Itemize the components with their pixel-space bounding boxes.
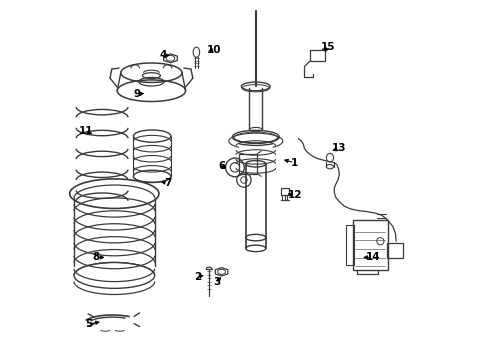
Text: 7: 7 xyxy=(164,178,171,188)
Text: 2: 2 xyxy=(194,272,201,282)
Text: 13: 13 xyxy=(331,143,346,153)
Bar xyxy=(310,50,325,61)
Bar xyxy=(239,154,257,174)
Bar xyxy=(346,225,354,265)
Text: 3: 3 xyxy=(213,276,220,287)
Text: 8: 8 xyxy=(92,252,99,262)
Bar xyxy=(281,188,289,195)
Text: 11: 11 xyxy=(78,126,93,136)
Text: 6: 6 xyxy=(219,161,225,171)
Text: 10: 10 xyxy=(207,45,221,55)
Bar xyxy=(387,243,403,258)
Text: 4: 4 xyxy=(159,50,167,60)
Text: 5: 5 xyxy=(85,319,92,329)
Text: 15: 15 xyxy=(320,42,335,52)
Bar xyxy=(353,220,388,270)
Text: 9: 9 xyxy=(133,89,141,99)
Text: 1: 1 xyxy=(291,158,298,168)
Text: 14: 14 xyxy=(366,252,380,262)
Text: 12: 12 xyxy=(288,190,303,200)
